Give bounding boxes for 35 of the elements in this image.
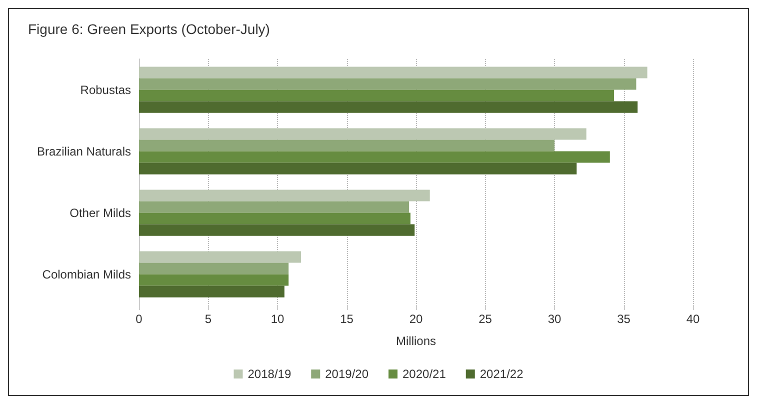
x-tick-label: 0 bbox=[136, 312, 143, 326]
bar bbox=[139, 101, 638, 113]
x-tick-label: 35 bbox=[617, 312, 631, 326]
bar bbox=[139, 224, 415, 236]
x-tick-label: 20 bbox=[409, 312, 423, 326]
bar bbox=[139, 190, 430, 202]
legend-label: 2018/19 bbox=[248, 367, 292, 381]
bar bbox=[139, 140, 554, 152]
bar bbox=[139, 274, 289, 286]
y-tick-label: Other Milds bbox=[70, 206, 131, 220]
x-tick-label: 30 bbox=[548, 312, 562, 326]
y-tick-label: Brazilian Naturals bbox=[36, 144, 131, 158]
legend-label: 2019/20 bbox=[325, 367, 369, 381]
x-tick-label: 10 bbox=[270, 312, 284, 326]
x-tick-label: 40 bbox=[686, 312, 700, 326]
bar bbox=[139, 286, 284, 298]
y-tick-label: Robustas bbox=[80, 82, 131, 97]
bar bbox=[139, 162, 577, 174]
legend-label: 2020/21 bbox=[402, 367, 446, 381]
bar bbox=[139, 90, 614, 102]
chart-title: Figure 6: Green Exports (October-July) bbox=[28, 21, 270, 37]
bar bbox=[139, 201, 410, 213]
bar bbox=[139, 66, 648, 78]
bar bbox=[139, 128, 586, 140]
x-tick-label: 25 bbox=[478, 312, 492, 326]
legend-label: 2021/22 bbox=[480, 367, 524, 381]
y-tick-label: Colombian Milds bbox=[42, 267, 131, 282]
bar bbox=[139, 262, 289, 274]
bar bbox=[139, 151, 610, 163]
x-tick-label: 5 bbox=[204, 312, 212, 326]
bar bbox=[139, 212, 410, 224]
x-axis-title: Millions bbox=[396, 334, 436, 348]
bar bbox=[139, 251, 302, 263]
x-tick-label: 15 bbox=[340, 312, 354, 326]
bar bbox=[139, 78, 636, 90]
